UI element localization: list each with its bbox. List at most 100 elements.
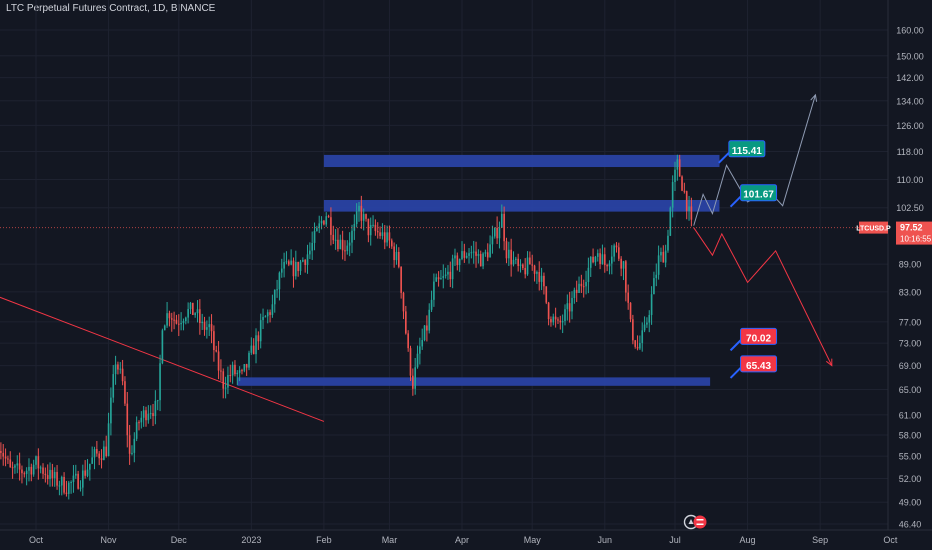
candle-body — [355, 211, 358, 225]
candle-body — [217, 351, 220, 371]
price-zones — [237, 154, 720, 386]
candle-body — [241, 370, 243, 372]
candle-body — [522, 264, 524, 268]
candle-body — [564, 309, 566, 322]
zone-rect — [237, 377, 711, 386]
candle-body — [608, 263, 611, 267]
candle-body — [93, 449, 96, 458]
candle-body — [554, 316, 557, 320]
candle-body — [11, 467, 14, 469]
candle-body — [180, 323, 182, 325]
candle-body — [599, 253, 601, 265]
candle-body — [351, 230, 353, 243]
candle-body — [56, 472, 58, 486]
candle-body — [7, 458, 9, 460]
candle-body — [63, 476, 65, 493]
candle-body — [601, 254, 604, 265]
zone-rect — [323, 154, 720, 168]
candle-body — [145, 410, 147, 421]
candle-body — [42, 467, 44, 474]
candle-body — [341, 239, 344, 251]
trend-line-segment — [0, 296, 325, 422]
tradingview-logo-icon — [683, 514, 707, 530]
candle-body — [662, 251, 665, 263]
candle-body — [664, 250, 667, 263]
price-tick-label: 69.00 — [899, 361, 922, 371]
candle-body — [309, 250, 311, 255]
candle-body — [332, 234, 335, 241]
callout-box — [740, 327, 778, 345]
trend-line[interactable] — [0, 296, 325, 422]
candle-body — [18, 463, 21, 470]
candle-body — [156, 400, 159, 402]
candle-body — [65, 492, 68, 494]
candle-body — [451, 258, 454, 280]
candle-body — [426, 325, 428, 331]
candle-body — [412, 375, 414, 389]
candle-body — [568, 303, 571, 312]
candle-body — [667, 235, 669, 251]
candle-body — [442, 275, 445, 279]
candle-body — [449, 271, 452, 280]
price-tick-label: 52.00 — [899, 474, 922, 484]
candle-body — [124, 381, 126, 404]
candle-body — [386, 232, 388, 243]
price-tick-label: 160.00 — [896, 26, 924, 36]
callout-pointer — [729, 339, 742, 352]
candle-body — [533, 265, 536, 274]
candle-body — [229, 375, 232, 377]
candle-body — [669, 207, 672, 236]
candle-body — [119, 368, 122, 370]
symbol-ticker-tag — [859, 221, 888, 234]
candle-body — [250, 345, 253, 353]
price-tick-label: 73.00 — [899, 339, 922, 349]
candle-body — [0, 450, 2, 453]
candle-body — [444, 274, 447, 276]
candle-body — [236, 372, 239, 375]
candle-body — [397, 251, 400, 267]
price-tick-label: 150.00 — [896, 51, 924, 61]
candle-body — [168, 313, 171, 319]
candle-body — [505, 241, 508, 259]
candle-body — [414, 367, 417, 389]
candle-body — [596, 253, 599, 257]
candle-body — [421, 340, 424, 347]
candle-body — [376, 231, 379, 233]
candle-body — [292, 260, 295, 277]
candle-body — [641, 330, 644, 343]
candle-body — [618, 247, 620, 259]
candle-body — [128, 435, 131, 454]
candle-body — [461, 251, 463, 260]
candle-body — [37, 456, 40, 469]
candle-body — [201, 321, 204, 324]
candle-body — [571, 297, 573, 312]
candle-body — [58, 485, 61, 487]
candle-body — [323, 220, 325, 225]
candle-body — [402, 292, 405, 312]
candle-body — [273, 289, 276, 305]
price-tick-label: 61.00 — [899, 410, 922, 420]
candle-body — [559, 320, 562, 323]
candle-body — [163, 325, 166, 331]
candle-body — [154, 400, 157, 417]
candle-body — [294, 261, 297, 277]
time-tick-label: 2023 — [241, 535, 261, 545]
candle-body — [46, 475, 49, 480]
candle-body — [372, 224, 374, 226]
candle-body — [206, 327, 208, 330]
candle-body — [435, 277, 438, 282]
candle-body — [582, 286, 585, 288]
candle-body — [407, 333, 409, 349]
candle-body — [365, 214, 367, 219]
candle-body — [131, 452, 133, 454]
price-labels: 115.41 101.67 70.02 65.43 — [718, 140, 778, 379]
price-tick-label: 55.00 — [899, 452, 922, 462]
price-tick-label: 110.00 — [897, 175, 924, 185]
candle-body — [671, 182, 674, 208]
candle-body — [456, 255, 459, 266]
bar-countdown-label: 10:16:55 — [900, 235, 932, 244]
candle-body — [213, 331, 215, 351]
candle-body — [557, 319, 559, 321]
